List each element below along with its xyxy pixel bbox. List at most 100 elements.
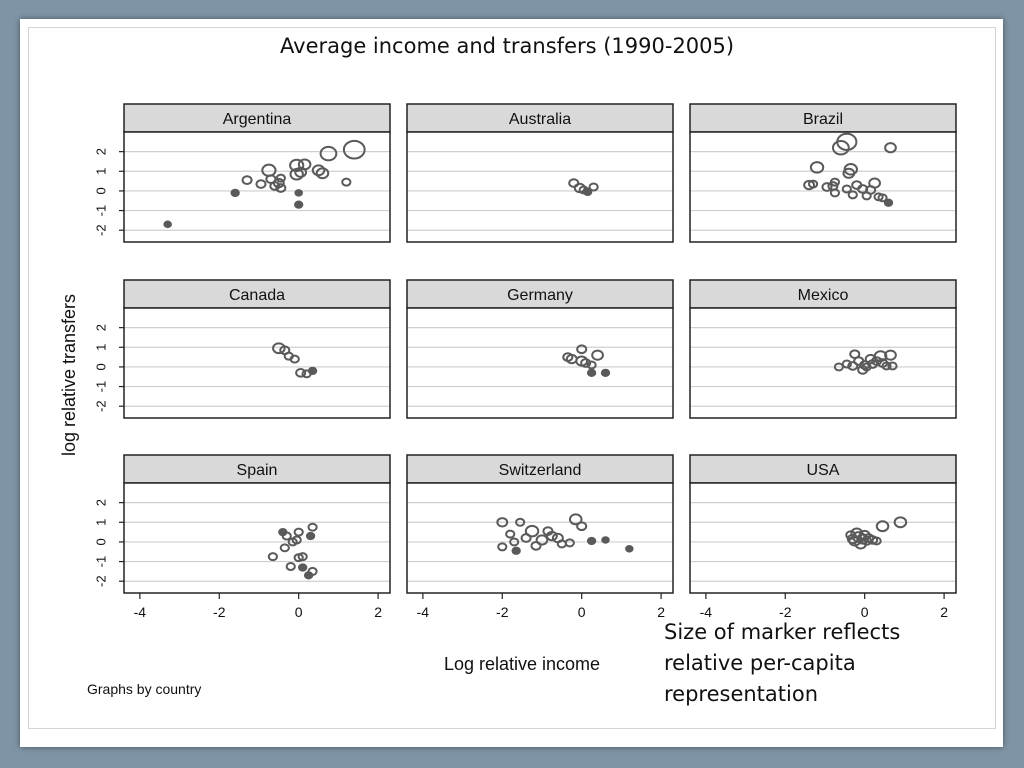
data-point [524, 524, 540, 538]
x-tick-label: -4 [134, 604, 147, 620]
panel-title: Argentina [223, 111, 292, 128]
data-point [505, 529, 516, 539]
data-point [884, 142, 897, 154]
data-point [807, 179, 819, 189]
data-point [576, 521, 588, 532]
data-point [841, 359, 852, 369]
y-tick-label: -2 [93, 224, 108, 236]
data-point [315, 167, 330, 180]
data-point [829, 177, 841, 187]
data-point [843, 163, 858, 176]
data-point [297, 158, 312, 171]
x-tick-label: -2 [496, 604, 509, 620]
data-point [297, 552, 308, 562]
data-point [241, 175, 253, 185]
data-point [821, 182, 833, 192]
panel-header [406, 454, 674, 484]
data-point [564, 538, 575, 548]
panel-title: Mexico [798, 287, 849, 304]
panel-header [123, 279, 391, 309]
data-point [307, 366, 318, 375]
data-point [887, 361, 898, 371]
panel-border [689, 482, 957, 594]
y-tick-label: 1 [93, 519, 108, 526]
panel-header [689, 454, 957, 484]
x-tick-label: -2 [213, 604, 226, 620]
panel-border [123, 131, 391, 243]
panel-border [123, 307, 391, 419]
x-tick-label: -4 [700, 604, 713, 620]
data-point [586, 536, 597, 546]
y-tick-label: -1 [93, 381, 108, 393]
x-tick-label: 2 [940, 604, 948, 620]
data-point [163, 220, 172, 229]
data-point [868, 177, 881, 189]
data-point [625, 545, 634, 553]
data-point [279, 543, 290, 553]
data-point [803, 179, 816, 191]
panel-plot-area [124, 483, 390, 593]
y-tick-label: -2 [93, 400, 108, 412]
y-tick-label: 2 [93, 148, 108, 155]
y-tick-label: -1 [93, 205, 108, 217]
data-point [829, 188, 841, 198]
slide-title: Average income and transfers (1990-2005) [280, 34, 735, 58]
data-point [809, 161, 825, 174]
graphs-by-caption: Graphs by country [87, 681, 201, 697]
panel-plot-area [124, 308, 390, 418]
panel-plot-area [407, 308, 673, 418]
data-point [877, 193, 888, 203]
y-tick-label: -1 [93, 556, 108, 568]
data-point [342, 139, 366, 160]
panel-plot-area [407, 132, 673, 242]
data-point [883, 198, 894, 207]
data-point [601, 536, 610, 544]
data-point [311, 164, 326, 177]
data-point [496, 517, 509, 528]
x-axis-title: Log relative income [444, 654, 600, 674]
data-point [545, 530, 558, 542]
panel-title: Switzerland [499, 462, 582, 479]
x-tick-label: 0 [578, 604, 586, 620]
chart-frame [28, 27, 996, 729]
data-point [230, 188, 240, 198]
data-point [884, 349, 897, 361]
y-tick-label: 0 [93, 538, 108, 545]
y-tick-label: 1 [93, 344, 108, 351]
data-point [847, 190, 858, 200]
data-point [509, 537, 520, 547]
x-tick-label: 0 [861, 604, 869, 620]
y-tick-label: 0 [93, 363, 108, 370]
panel-title: USA [807, 462, 840, 479]
x-tick-label: 2 [374, 604, 382, 620]
panel-border [689, 307, 957, 419]
data-point [847, 361, 859, 371]
marker-size-note: Size of marker reflects relative per-cap… [664, 620, 901, 706]
panel-title: Spain [237, 462, 278, 479]
y-axis-title: log relative transfers [59, 294, 79, 456]
data-point [285, 561, 296, 571]
x-tick-label: 2 [657, 604, 665, 620]
y-tick-label: 1 [93, 168, 108, 175]
data-point [893, 516, 908, 529]
data-point [295, 367, 307, 378]
data-point [586, 368, 597, 377]
y-tick-label: 0 [93, 187, 108, 194]
data-point [576, 344, 588, 355]
data-point [291, 535, 302, 545]
panel-title: Brazil [803, 111, 843, 128]
data-point [836, 132, 858, 151]
data-point [535, 534, 549, 546]
data-point [497, 542, 508, 552]
panel-header [406, 103, 674, 133]
data-point [281, 531, 292, 541]
data-point [275, 173, 286, 183]
data-point [580, 358, 592, 368]
data-point [831, 140, 850, 156]
data-point [582, 187, 593, 197]
panel-title: Germany [507, 287, 573, 304]
data-point [289, 158, 305, 173]
data-point [871, 536, 882, 546]
x-tick-label: 0 [295, 604, 303, 620]
